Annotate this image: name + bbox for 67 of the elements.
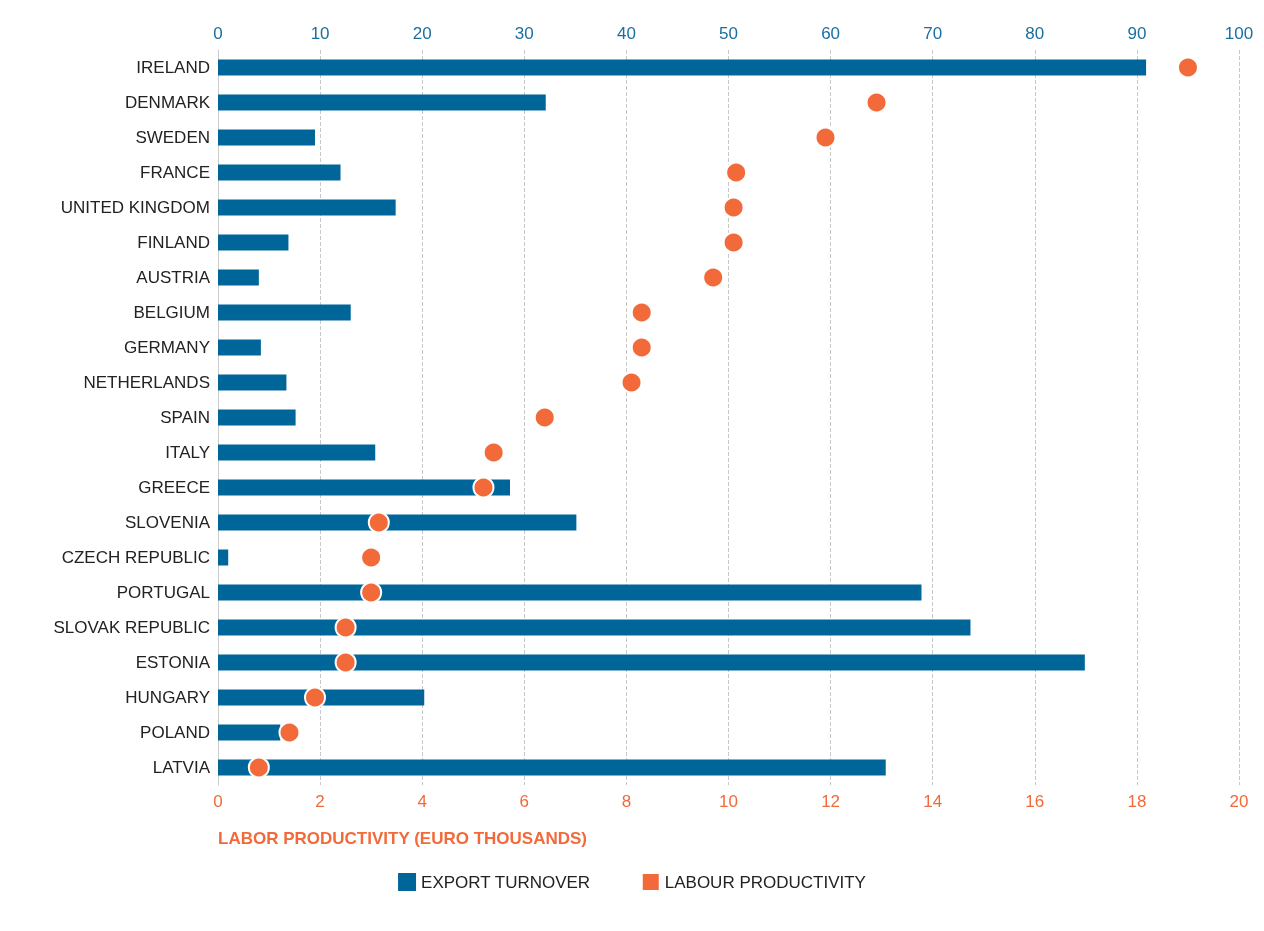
x-tick-label: 14 [923,792,943,811]
x2-tick-label: 50 [719,24,738,43]
y-tick-label: HUNGARY [125,688,210,707]
y-tick-label: CZECH REPUBLIC [61,548,210,567]
legend-label: EXPORT TURNOVER [421,872,591,892]
x2-tick-label: 10 [310,24,330,43]
point [725,161,748,184]
point [865,91,888,114]
x-tick-label: 18 [1127,792,1147,811]
point [722,231,745,254]
legend-label: LABOUR PRODUCTIVITY [664,872,866,892]
x-tick-label: 0 [213,792,223,811]
y-tick-label: GERMANY [124,338,210,357]
y-tick-label: SWEDEN [135,128,210,147]
x-axis-title: LABOR PRODUCTIVITY (EURO THOUSANDS) [218,829,587,848]
point [620,371,643,394]
x2-tick-label: 90 [1127,24,1147,43]
y-tick-label: ITALY [165,443,210,462]
point [278,721,301,744]
point [1176,56,1199,79]
point [533,406,556,429]
x-tick-label: 6 [519,792,530,811]
y-tick-label: SLOVENIA [124,513,211,532]
y-tick-label: SLOVAK REPUBLIC [53,618,210,637]
x2-tick-label: 60 [821,24,841,43]
y-tick-label: IRELAND [136,58,210,77]
x2-tick-label: 20 [412,24,432,43]
point [304,686,326,709]
x2-tick-label: 80 [1025,24,1045,43]
y-tick-label: PORTUGAL [116,583,210,602]
y-tick-label: BELGIUM [133,303,210,322]
point [472,476,495,499]
x-tick-label: 10 [719,792,738,811]
point [334,651,357,674]
point [247,756,270,779]
y-tick-label: UNITED KINGDOM [60,198,210,217]
x2-tick-label: 100 [1224,24,1254,43]
x-tick-label: 2 [315,792,325,811]
x2-tick-label: 70 [923,24,943,43]
point [360,581,383,604]
x-tick-label: 4 [417,792,427,811]
y-tick-label: ESTONIA [135,653,211,672]
x-tick-label: 16 [1025,792,1045,811]
point [360,546,383,569]
point [367,511,390,534]
y-tick-label: FRANCE [140,163,210,182]
y-tick-label: FINLAND [137,233,210,252]
y-tick-label: NETHERLANDS [83,373,210,392]
y-tick-label: POLAND [140,723,210,742]
point [334,616,357,639]
y-tick-label: SPAIN [160,408,210,427]
point [482,441,505,464]
point [702,266,725,289]
x-tick-label: 20 [1229,792,1249,811]
point [630,301,653,324]
y-tick-label: GREECE [138,478,210,497]
y-tick-label: LATVIA [152,758,211,777]
y-tick-label: DENMARK [124,93,211,112]
point [630,336,653,359]
point [722,196,745,219]
x2-tick-label: 30 [514,24,534,43]
y-tick-label: AUSTRIA [136,268,211,287]
x2-tick-label: 0 [213,24,223,43]
x-tick-label: 12 [821,792,841,811]
x-tick-label: 8 [621,792,632,811]
x2-tick-label: 40 [616,24,636,43]
point [814,126,837,149]
